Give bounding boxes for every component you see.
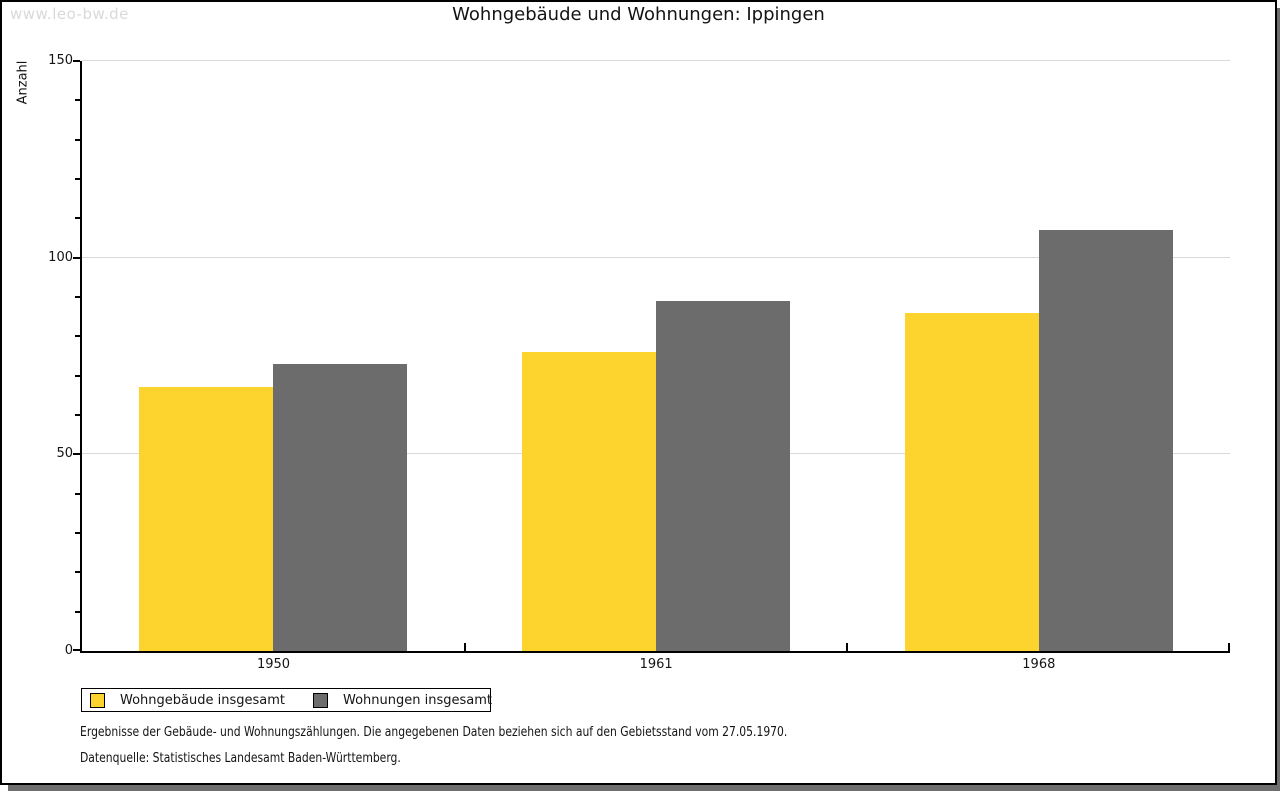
bar-wohnungen-insgesamt-1961 <box>656 301 790 651</box>
footnote-source-note: Ergebnisse der Gebäude- und Wohnungszähl… <box>80 725 788 740</box>
y-axis-minor-tick <box>75 610 80 613</box>
x-tick-label: 1950 <box>256 657 291 672</box>
bar-wohngeb-ude-insgesamt-1950 <box>139 387 274 651</box>
legend-item: Wohngebäude insgesamt <box>90 692 285 708</box>
y-tick-label: 0 <box>64 643 73 658</box>
legend-swatch-wohngeb-ude-insgesamt <box>90 692 105 708</box>
y-tick-label: 50 <box>56 446 73 462</box>
y-axis-major-tick <box>73 256 80 259</box>
y-axis-minor-tick <box>75 99 80 102</box>
legend-label: Wohnungen insgesamt <box>343 692 492 708</box>
y-axis-minor-tick <box>75 178 80 180</box>
x-axis-tick <box>846 643 849 651</box>
y-axis-major-tick <box>73 649 80 651</box>
x-axis-tick <box>463 643 466 651</box>
gridline <box>82 256 1230 258</box>
x-axis-end-tick <box>1228 643 1230 651</box>
bar-wohnungen-insgesamt-1968 <box>1038 230 1173 651</box>
y-axis-label: Anzahl <box>15 60 31 105</box>
y-axis-minor-tick <box>75 532 80 534</box>
x-tick-label: 1968 <box>1022 657 1056 672</box>
legend-label: Wohngebäude insgesamt <box>120 692 285 708</box>
y-axis-major-tick <box>73 60 80 62</box>
bar-wohnungen-insgesamt-1950 <box>273 364 408 651</box>
y-axis-minor-tick <box>75 492 80 495</box>
plot-area <box>73 60 1230 653</box>
y-tick-label: 150 <box>48 53 73 68</box>
y-tick-label: 100 <box>48 249 73 265</box>
x-tick-label: 1961 <box>639 657 673 672</box>
footnote-data-source: Datenquelle: Statistisches Landesamt Bad… <box>80 751 401 766</box>
y-axis-major-tick <box>73 453 80 456</box>
chart-title: Wohngebäude und Wohnungen: Ippingen <box>452 4 825 25</box>
y-axis-minor-tick <box>75 335 80 338</box>
y-axis-minor-tick <box>75 374 80 377</box>
legend-item: Wohnungen insgesamt <box>313 692 492 708</box>
legend-swatch-wohnungen-insgesamt <box>313 692 328 708</box>
y-axis-minor-tick <box>75 414 80 416</box>
bar-wohngeb-ude-insgesamt-1961 <box>522 352 656 651</box>
legend: Wohngebäude insgesamt Wohnungen insgesamt <box>81 688 492 712</box>
y-axis-minor-tick <box>75 138 80 141</box>
gridline <box>82 60 1230 61</box>
y-axis-minor-tick <box>75 296 80 298</box>
bar-wohngeb-ude-insgesamt-1968 <box>904 313 1039 651</box>
watermark: www.leo-bw.de <box>10 5 129 23</box>
y-axis-minor-tick <box>75 217 80 220</box>
y-axis-minor-tick <box>75 571 80 574</box>
